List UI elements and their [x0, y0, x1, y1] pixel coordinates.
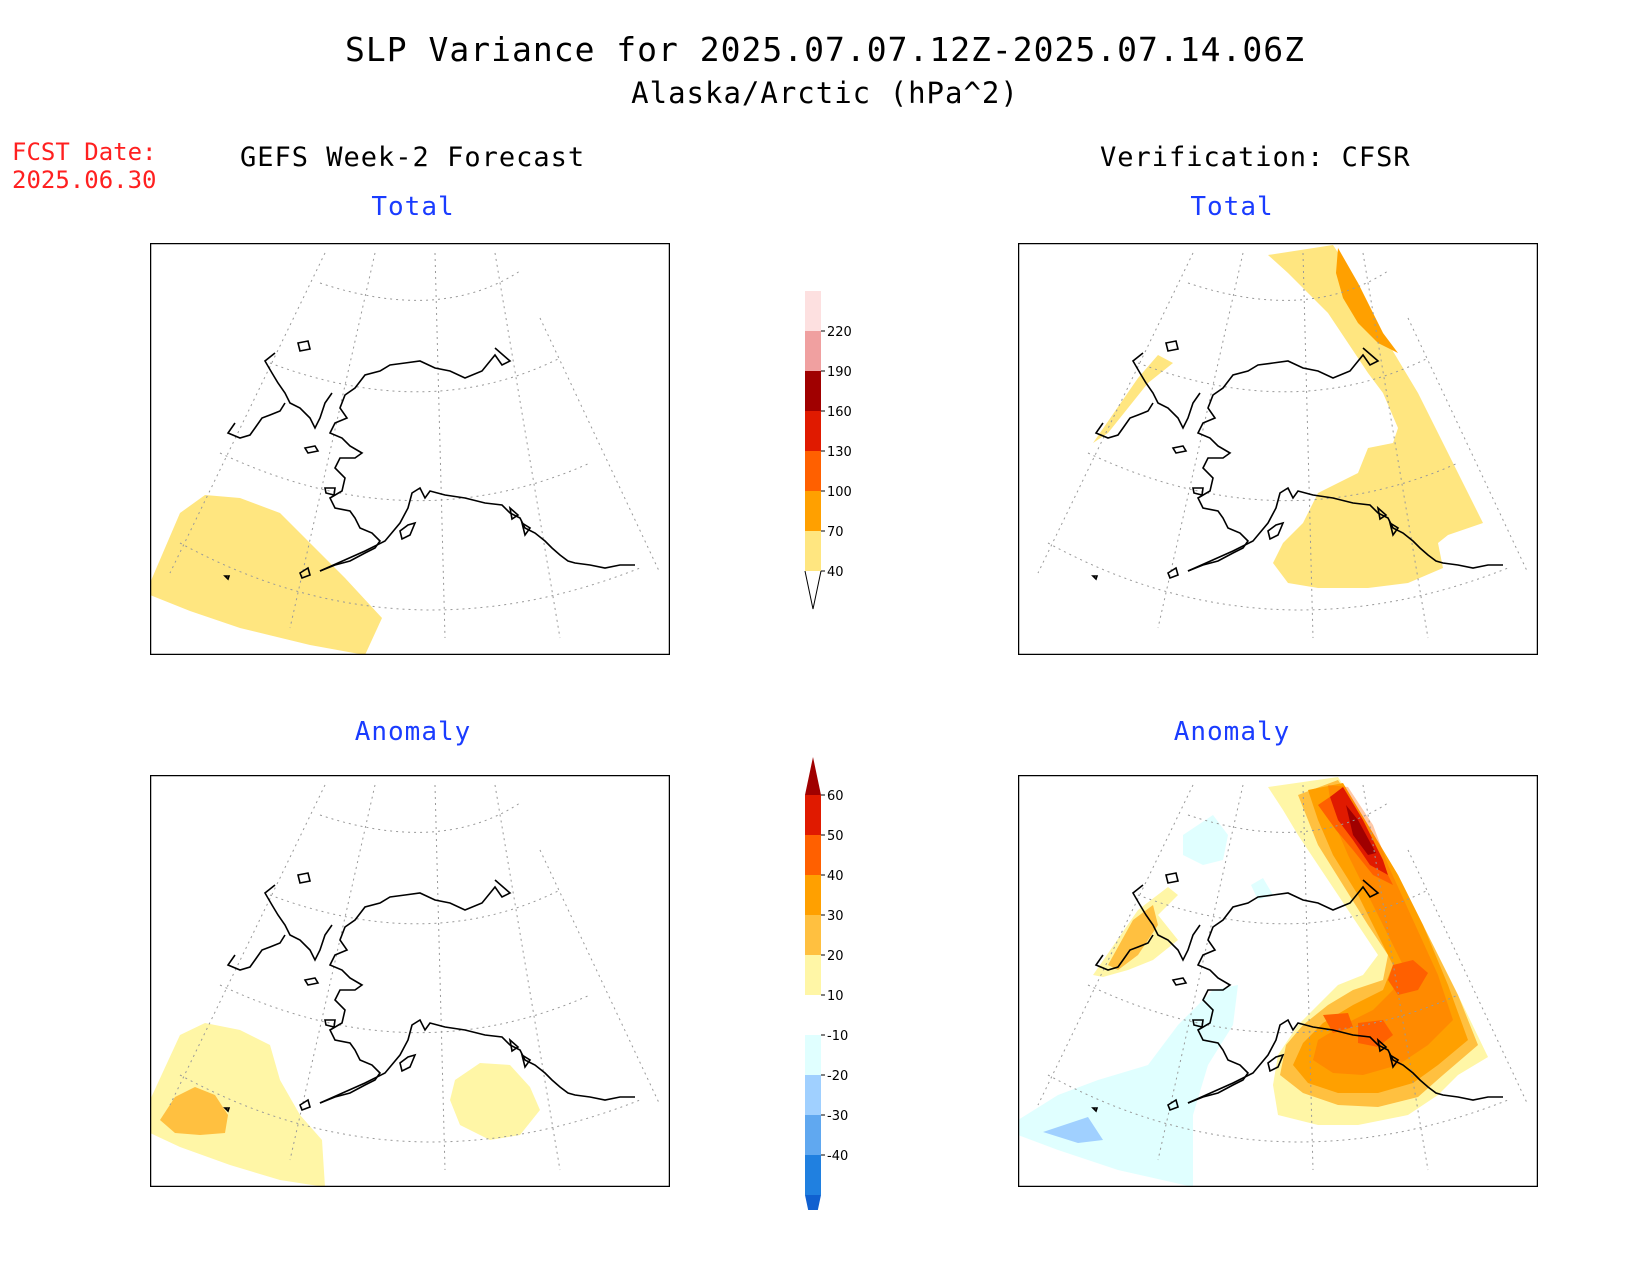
cfsr-total-map [1018, 243, 1538, 655]
total-colorbar-label: 40 [827, 565, 844, 580]
anomaly-colorbar-label: -20 [827, 1069, 848, 1084]
total-colorbar-swatch [805, 371, 821, 411]
anomaly-colorbar-high-tail [805, 757, 821, 795]
gefs-anomaly-contour-20 [160, 1087, 228, 1135]
total-colorbar-swatch [805, 411, 821, 451]
total-colorbar-label: 220 [827, 325, 852, 340]
total-colorbar: 40 70 100 130 160 190 220 [804, 291, 852, 610]
total-colorbar-label: 70 [827, 525, 844, 540]
gefs-column-title: GEFS Week-2 Forecast [240, 142, 586, 173]
total-colorbar-swatch [805, 531, 821, 571]
cfsr-total-contour-40-west [1093, 355, 1173, 443]
total-colorbar-swatch [805, 491, 821, 531]
anomaly-colorbar-label: -30 [827, 1109, 848, 1124]
total-colorbar-swatch [805, 451, 821, 491]
anomaly-colorbar-swatch [805, 955, 821, 995]
cfsr-anomaly-contour-20-w [1108, 905, 1158, 970]
total-colorbar-label: 160 [827, 405, 852, 420]
cfsr-anomaly-contour-neg10-n [1183, 815, 1228, 865]
cfsr-anomaly-contour-neg10-c [1251, 878, 1273, 900]
total-colorbar-label: 100 [827, 485, 852, 500]
cfsr-anomaly-contour-40 [1313, 785, 1453, 1075]
anomaly-colorbar-label: 20 [827, 949, 844, 964]
gefs-total-map [150, 243, 670, 655]
anomaly-colorbar-label: -10 [827, 1029, 848, 1044]
total-colorbar-low-tail [804, 570, 822, 610]
total-colorbar-swatch [805, 331, 821, 371]
anomaly-colorbar-label: 30 [827, 909, 844, 924]
anomaly-colorbar-swatch [805, 915, 821, 955]
gefs-anomaly-map [150, 775, 670, 1187]
page-title: SLP Variance for 2025.07.07.12Z-2025.07.… [345, 30, 1305, 69]
anomaly-colorbar-swatch [805, 995, 821, 1035]
fcst-date-value: 2025.06.30 [12, 166, 157, 194]
gefs-total-title: Total [371, 192, 455, 222]
gefs-anomaly-contour-10-west [150, 1023, 325, 1187]
anomaly-colorbar-swatch [805, 875, 821, 915]
cfsr-anomaly-map [1018, 775, 1538, 1187]
cfsr-anomaly-contour-60 [1346, 805, 1376, 855]
cfsr-anomaly-title: Anomaly [1173, 717, 1291, 747]
cfsr-total-contour-70 [1336, 248, 1398, 353]
anomaly-colorbar-label: 40 [827, 869, 844, 884]
gefs-anomaly-contour-10-south [450, 1063, 540, 1140]
anomaly-colorbar-label: -40 [827, 1149, 848, 1164]
anomaly-colorbar-low-tail [805, 1195, 821, 1210]
anomaly-colorbar-swatch [805, 1115, 821, 1155]
cfsr-anomaly-contour-40-b [1358, 1020, 1393, 1047]
anomaly-colorbar: 60 50 40 30 20 10 -10 -20 -30 -40 [805, 757, 848, 1210]
total-colorbar-swatch [805, 291, 821, 331]
gefs-anomaly-title: Anomaly [354, 717, 472, 747]
anomaly-colorbar-label: 50 [827, 829, 844, 844]
cfsr-column-title: Verification: CFSR [1100, 142, 1411, 173]
anomaly-colorbar-swatch [805, 835, 821, 875]
fcst-date-label: FCST Date: [12, 138, 157, 166]
anomaly-colorbar-label: 10 [827, 989, 844, 1004]
cfsr-anomaly-contour-40-a [1388, 960, 1428, 995]
total-colorbar-label: 190 [827, 365, 852, 380]
anomaly-colorbar-swatch [805, 795, 821, 835]
total-colorbar-label: 130 [827, 445, 852, 460]
gefs-total-contour-40 [150, 495, 382, 655]
anomaly-colorbar-swatch [805, 1155, 821, 1195]
cfsr-total-title: Total [1190, 192, 1274, 222]
cfsr-total-contour-40-north [1268, 245, 1483, 588]
anomaly-colorbar-label: 60 [827, 789, 844, 804]
anomaly-colorbar-swatch [805, 1035, 821, 1075]
page-subtitle: Alaska/Arctic (hPa^2) [631, 76, 1019, 110]
anomaly-colorbar-swatch [805, 1075, 821, 1115]
cfsr-anomaly-contour-neg20 [1043, 1117, 1103, 1143]
